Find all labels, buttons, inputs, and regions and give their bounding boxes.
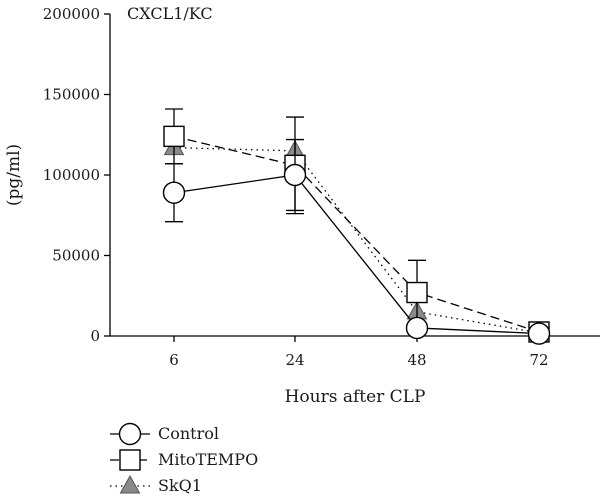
series-line [173, 174, 540, 335]
x-tick-label: 24 [285, 351, 304, 369]
x-tick-label: 72 [529, 351, 548, 369]
axes: 0 50000 100000 150000 200000 6 24 48 72 [43, 5, 600, 369]
legend-label: MitoTEMPO [158, 450, 258, 469]
data-point [163, 125, 185, 148]
y-tick-label: 0 [90, 327, 100, 345]
data-point [405, 316, 429, 340]
data-point [162, 181, 186, 204]
series-line [173, 146, 540, 334]
x-axis-label: Hours after CLP [285, 387, 426, 407]
data-point [283, 163, 307, 187]
y-tick-label: 200000 [43, 5, 100, 23]
legend-marker [118, 422, 142, 446]
legend-item-mitotempo: MitoTEMPO [110, 449, 258, 471]
x-tick-label: 48 [407, 351, 426, 369]
legend: Control MitoTEMPO SkQ1 [110, 422, 258, 495]
series-layer [162, 108, 551, 345]
series-skq1 [163, 136, 550, 341]
legend-marker [119, 449, 141, 471]
legend-marker [119, 474, 141, 494]
y-tick-label: 50000 [52, 247, 100, 265]
legend-label: SkQ1 [158, 476, 202, 495]
y-axis-label: (pg/ml) [4, 144, 24, 206]
legend-item-control: Control [110, 422, 219, 446]
chart-title: CXCL1/KC [127, 4, 213, 23]
data-point [406, 281, 428, 304]
y-tick-label: 150000 [43, 86, 100, 104]
series-mitotempo [163, 108, 550, 343]
data-point [527, 322, 551, 345]
series-control [162, 138, 551, 345]
series-line [173, 135, 540, 333]
legend-label: Control [158, 424, 219, 443]
x-tick-label: 6 [169, 351, 179, 369]
y-tick-label: 100000 [43, 166, 100, 184]
legend-item-skq1: SkQ1 [110, 474, 202, 495]
